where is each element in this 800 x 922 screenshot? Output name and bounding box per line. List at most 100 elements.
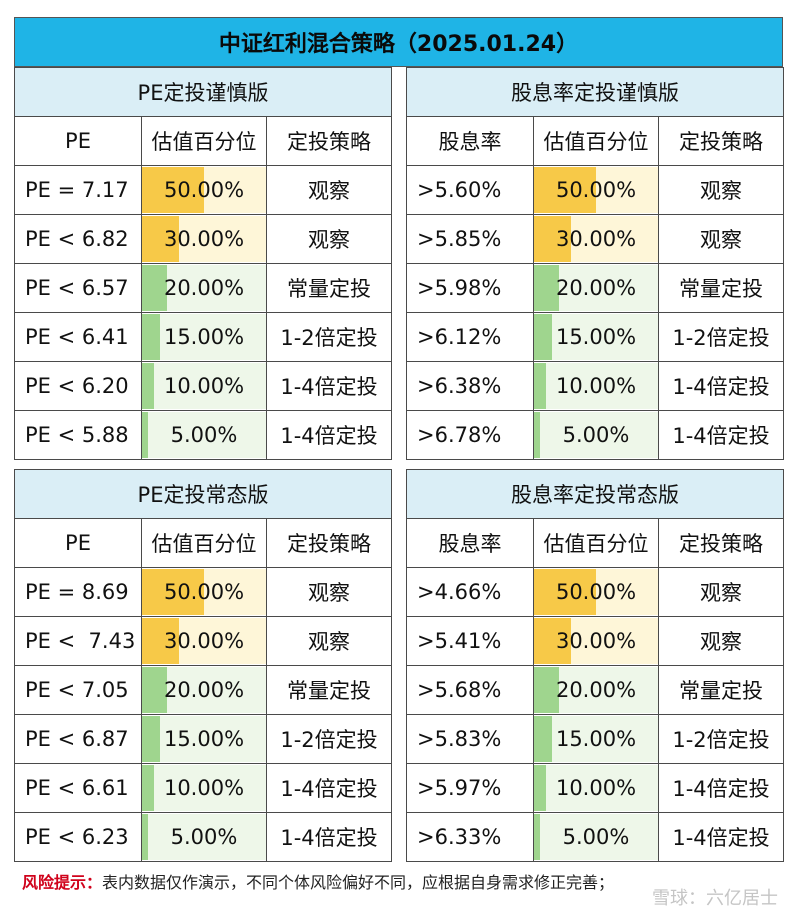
percentile-cell: 10.00% <box>533 763 659 813</box>
table-row: >5.85% 30.00% 观察 <box>406 214 785 264</box>
column-header: 估值百分位 <box>141 116 267 166</box>
data-bar <box>534 765 547 811</box>
table-row: PE = 7.17 50.00% 观察 <box>14 165 393 215</box>
percentile-value: 10.00% <box>555 776 637 800</box>
threshold-cell: PE < 6.23 <box>14 812 142 862</box>
threshold-cell: >6.38% <box>406 361 534 411</box>
percentile-cell: 5.00% <box>141 812 267 862</box>
panel-title: 股息率定投谨慎版 <box>405 67 785 117</box>
data-bar <box>534 363 547 409</box>
percentile-cell: 15.00% <box>141 714 267 764</box>
strategy-cell: 1-2倍定投 <box>265 312 393 362</box>
percentile-value: 5.00% <box>562 825 630 849</box>
strategy-cell: 1-4倍定投 <box>265 763 393 813</box>
data-bar <box>534 716 553 762</box>
threshold-cell: PE = 7.17 <box>14 165 142 215</box>
strategy-cell: 观察 <box>657 165 785 215</box>
table-row: PE < 6.61 10.00% 1-4倍定投 <box>14 763 393 813</box>
strategy-cell: 观察 <box>657 567 785 617</box>
percentile-value: 20.00% <box>163 678 245 702</box>
strategy-cell: 1-4倍定投 <box>265 410 393 460</box>
percentile-cell: 5.00% <box>533 812 659 862</box>
data-bar <box>534 412 541 458</box>
column-header: 股息率 <box>406 518 534 568</box>
strategy-cell: 1-2倍定投 <box>657 714 785 764</box>
panel-dividend-cautious: 股息率定投谨慎版 股息率 估值百分位 定投策略 >5.60% 50.00% 观察 >5.85%… <box>405 67 785 460</box>
percentile-cell: 5.00% <box>141 410 267 460</box>
percentile-cell: 50.00% <box>141 165 267 215</box>
percentile-cell: 30.00% <box>141 616 267 666</box>
strategy-cell: 1-4倍定投 <box>657 763 785 813</box>
data-bar <box>142 814 149 860</box>
table-row: PE < 6.20 10.00% 1-4倍定投 <box>14 361 393 411</box>
strategy-cell: 常量定投 <box>265 665 393 715</box>
strategy-table: PE定投谨慎版 PE 估值百分位 定投策略 PE = 7.17 50.00% 观察 PE < … <box>13 67 393 460</box>
table-row: >6.38% 10.00% 1-4倍定投 <box>406 361 785 411</box>
data-bar-background <box>534 412 658 458</box>
data-bar <box>142 618 179 664</box>
percentile-cell: 15.00% <box>141 312 267 362</box>
panel-dividend-normal: 股息率定投常态版 股息率 估值百分位 定投策略 >4.66% 50.00% 观察 >5.41%… <box>405 469 785 862</box>
percentile-cell: 10.00% <box>141 361 267 411</box>
threshold-cell: PE < 6.61 <box>14 763 142 813</box>
data-bar <box>142 765 155 811</box>
table-row: >5.83% 15.00% 1-2倍定投 <box>406 714 785 764</box>
data-bar <box>534 216 571 262</box>
table-row: PE < 6.87 15.00% 1-2倍定投 <box>14 714 393 764</box>
percentile-cell: 20.00% <box>141 263 267 313</box>
table-row: >6.33% 5.00% 1-4倍定投 <box>406 812 785 862</box>
percentile-value: 30.00% <box>163 227 245 251</box>
table-row: PE < 6.41 15.00% 1-2倍定投 <box>14 312 393 362</box>
percentile-value: 15.00% <box>555 727 637 751</box>
table-row: >5.98% 20.00% 常量定投 <box>406 263 785 313</box>
column-header: 股息率 <box>406 116 534 166</box>
threshold-cell: >5.41% <box>406 616 534 666</box>
data-bar <box>142 569 204 615</box>
threshold-cell: PE = 8.69 <box>14 567 142 617</box>
threshold-cell: PE < 7.05 <box>14 665 142 715</box>
percentile-value: 50.00% <box>555 580 637 604</box>
strategy-cell: 常量定投 <box>657 263 785 313</box>
strategy-cell: 观察 <box>657 214 785 264</box>
strategy-table: PE定投常态版 PE 估值百分位 定投策略 PE = 8.69 50.00% 观察 PE < … <box>13 469 393 862</box>
percentile-value: 20.00% <box>163 276 245 300</box>
percentile-value: 30.00% <box>555 227 637 251</box>
percentile-value: 30.00% <box>555 629 637 653</box>
strategy-cell: 1-2倍定投 <box>657 312 785 362</box>
strategy-cell: 常量定投 <box>265 263 393 313</box>
strategy-cell: 观察 <box>265 165 393 215</box>
data-bar <box>534 265 559 311</box>
percentile-cell: 50.00% <box>141 567 267 617</box>
table-row: PE = 8.69 50.00% 观察 <box>14 567 393 617</box>
strategy-cell: 1-4倍定投 <box>657 361 785 411</box>
data-bar <box>534 814 541 860</box>
threshold-cell: PE < 6.57 <box>14 263 142 313</box>
threshold-cell: PE < 7.43 <box>14 616 142 666</box>
percentile-value: 50.00% <box>163 580 245 604</box>
percentile-cell: 5.00% <box>533 410 659 460</box>
table-row: >4.66% 50.00% 观察 <box>406 567 785 617</box>
percentile-cell: 20.00% <box>533 665 659 715</box>
table-row: PE < 5.88 5.00% 1-4倍定投 <box>14 410 393 460</box>
panel-title: PE定投常态版 <box>13 469 393 519</box>
percentile-value: 20.00% <box>555 678 637 702</box>
strategy-table: 股息率定投常态版 股息率 估值百分位 定投策略 >4.66% 50.00% 观察 >5.41%… <box>405 469 785 862</box>
percentile-cell: 20.00% <box>141 665 267 715</box>
percentile-cell: 10.00% <box>533 361 659 411</box>
column-header: 定投策略 <box>265 518 393 568</box>
table-row: >5.41% 30.00% 观察 <box>406 616 785 666</box>
data-bar-background <box>534 716 658 762</box>
column-header: 估值百分位 <box>533 518 659 568</box>
threshold-cell: >5.85% <box>406 214 534 264</box>
data-bar <box>142 167 204 213</box>
data-bar <box>142 363 155 409</box>
threshold-cell: >5.97% <box>406 763 534 813</box>
panel-pe-cautious: PE定投谨慎版 PE 估值百分位 定投策略 PE = 7.17 50.00% 观察 PE < … <box>13 67 393 460</box>
data-bar <box>142 314 161 360</box>
column-header: 定投策略 <box>265 116 393 166</box>
percentile-value: 5.00% <box>170 825 238 849</box>
percentile-cell: 15.00% <box>533 714 659 764</box>
percentile-value: 10.00% <box>163 374 245 398</box>
strategy-table: 股息率定投谨慎版 股息率 估值百分位 定投策略 >5.60% 50.00% 观察 >5.85%… <box>405 67 785 460</box>
table-row: PE < 7.05 20.00% 常量定投 <box>14 665 393 715</box>
